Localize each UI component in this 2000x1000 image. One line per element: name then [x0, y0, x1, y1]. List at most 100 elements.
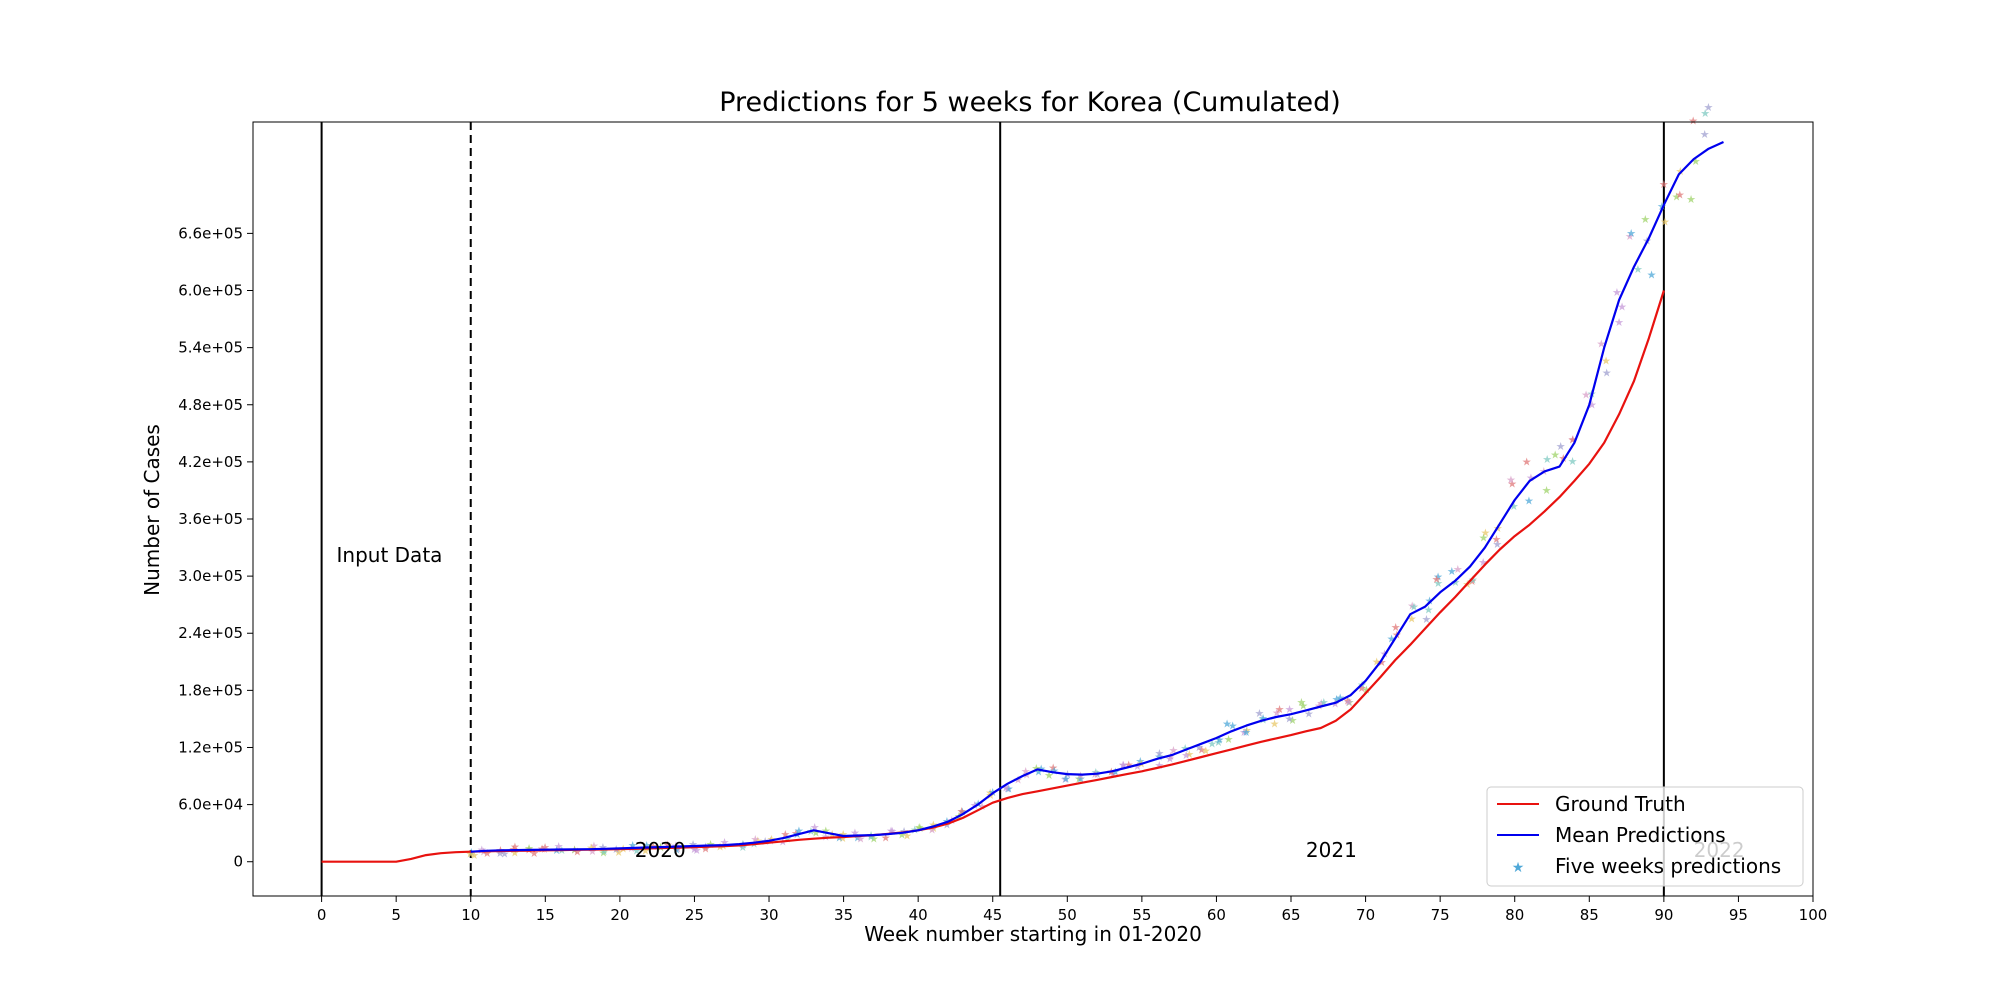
prediction-star: ★ — [1377, 656, 1387, 669]
prediction-star: ★ — [1659, 178, 1669, 191]
prediction-star: ★ — [1522, 456, 1532, 469]
prediction-star: ★ — [1304, 708, 1314, 721]
prediction-star: ★ — [1467, 575, 1477, 588]
prediction-star: ★ — [1568, 433, 1578, 446]
prediction-star: ★ — [1031, 762, 1041, 775]
chart-title: Predictions for 5 weeks for Korea (Cumul… — [719, 87, 1341, 118]
y-tick-label: 3.6e+05 — [178, 510, 243, 528]
prediction-star: ★ — [1601, 354, 1611, 367]
prediction-star: ★ — [1625, 230, 1635, 243]
prediction-star: ★ — [927, 823, 937, 836]
x-axis: 0 5 10 15 20 25 30 35 40 45 50 55 60 65 70 75 80 85 90 95 10… — [317, 896, 1827, 924]
prediction-star: ★ — [1258, 712, 1268, 725]
prediction-star: ★ — [1660, 215, 1670, 228]
vertical-lines — [320, 122, 1665, 896]
prediction-star: ★ — [780, 828, 790, 841]
prediction-star: ★ — [1453, 563, 1463, 576]
prediction-star: ★ — [598, 841, 608, 854]
x-axis-label: Week number starting in 01-2020 — [864, 922, 1202, 946]
prediction-star: ★ — [1207, 737, 1217, 750]
prediction-star: ★ — [1407, 600, 1417, 613]
prediction-star: ★ — [1076, 770, 1086, 783]
prediction-star: ★ — [510, 846, 520, 859]
prediction-star: ★ — [482, 847, 492, 860]
prediction-star: ★ — [810, 821, 820, 834]
prediction-star: ★ — [1703, 101, 1713, 114]
prediction-star: ★ — [887, 825, 897, 838]
prediction-star: ★ — [1581, 388, 1591, 401]
prediction-star: ★ — [753, 834, 763, 847]
prediction-star: ★ — [1568, 455, 1578, 468]
prediction-star: ★ — [469, 849, 479, 862]
prediction-star: ★ — [881, 831, 891, 844]
prediction-star: ★ — [554, 840, 564, 853]
prediction-star: ★ — [1675, 188, 1685, 201]
y-tick-label: 1.2e+05 — [178, 738, 243, 756]
prediction-star: ★ — [1154, 759, 1164, 772]
prediction-star: ★ — [1110, 766, 1120, 779]
prediction-star: ★ — [957, 805, 967, 818]
prediction-star: ★ — [701, 843, 711, 856]
prediction-star: ★ — [1409, 601, 1419, 614]
prediction-star: ★ — [673, 843, 683, 856]
annotation-label: 2020 — [635, 838, 686, 862]
prediction-star: ★ — [642, 839, 652, 852]
y-axis: 0 6.0e+04 1.2e+05 1.8e+05 2.4e+05 3.0e+05 3.6e… — [178, 224, 253, 871]
prediction-star: ★ — [1492, 538, 1502, 551]
prediction-star: ★ — [586, 841, 596, 854]
prediction-star: ★ — [1587, 398, 1597, 411]
x-tick-label: 100 — [1799, 906, 1828, 924]
prediction-star: ★ — [688, 838, 698, 851]
prediction-star: ★ — [1686, 193, 1696, 206]
prediction-star: ★ — [1447, 565, 1457, 578]
prediction-star: ★ — [856, 832, 866, 845]
prediction-star: ★ — [1118, 759, 1128, 772]
prediction-star: ★ — [1372, 656, 1382, 669]
x-tick-label: 95 — [1729, 906, 1748, 924]
prediction-star: ★ — [1272, 707, 1282, 720]
prediction-star: ★ — [1556, 440, 1566, 453]
prediction-star: ★ — [850, 826, 860, 839]
prediction-star: ★ — [1197, 743, 1207, 756]
prediction-star: ★ — [1180, 742, 1190, 755]
prediction-star: ★ — [1700, 128, 1710, 141]
prediction-star: ★ — [1284, 713, 1294, 726]
prediction-star: ★ — [886, 825, 896, 838]
prediction-star: ★ — [572, 845, 582, 858]
prediction-star: ★ — [1319, 696, 1329, 709]
y-tick-label: 0 — [233, 853, 243, 871]
x-tick-label: 45 — [983, 906, 1002, 924]
prediction-star: ★ — [977, 800, 987, 813]
prediction-star: ★ — [1344, 696, 1354, 709]
prediction-star: ★ — [1433, 577, 1443, 590]
prediction-star: ★ — [1688, 114, 1698, 127]
prediction-star: ★ — [1155, 747, 1165, 760]
prediction-star: ★ — [928, 819, 938, 832]
prediction-star: ★ — [720, 836, 730, 849]
prediction-star: ★ — [1407, 613, 1417, 626]
prediction-star: ★ — [1168, 744, 1178, 757]
prediction-star: ★ — [738, 841, 748, 854]
prediction-star: ★ — [1213, 736, 1223, 749]
prediction-star: ★ — [1361, 684, 1371, 697]
y-axis-label: Number of Cases — [140, 424, 164, 596]
prediction-star: ★ — [1602, 366, 1612, 379]
prediction-star: ★ — [1657, 200, 1667, 213]
x-tick-label: 60 — [1207, 906, 1226, 924]
prediction-star: ★ — [1194, 741, 1204, 754]
prediction-star: ★ — [1614, 316, 1624, 329]
prediction-star: ★ — [1507, 478, 1517, 491]
prediction-star: ★ — [838, 828, 848, 841]
prediction-star: ★ — [1275, 703, 1285, 716]
prediction-star: ★ — [1468, 574, 1478, 587]
prediction-star: ★ — [1298, 700, 1308, 713]
prediction-star: ★ — [1034, 765, 1044, 778]
legend-ground-truth-label: Ground Truth — [1555, 792, 1686, 816]
prediction-star: ★ — [1450, 576, 1460, 589]
x-tick-label: 15 — [536, 906, 555, 924]
series-lines — [321, 140, 1724, 863]
prediction-star: ★ — [1343, 694, 1353, 707]
prediction-star: ★ — [1542, 484, 1552, 497]
prediction-star: ★ — [1626, 227, 1636, 240]
prediction-star: ★ — [614, 846, 624, 859]
